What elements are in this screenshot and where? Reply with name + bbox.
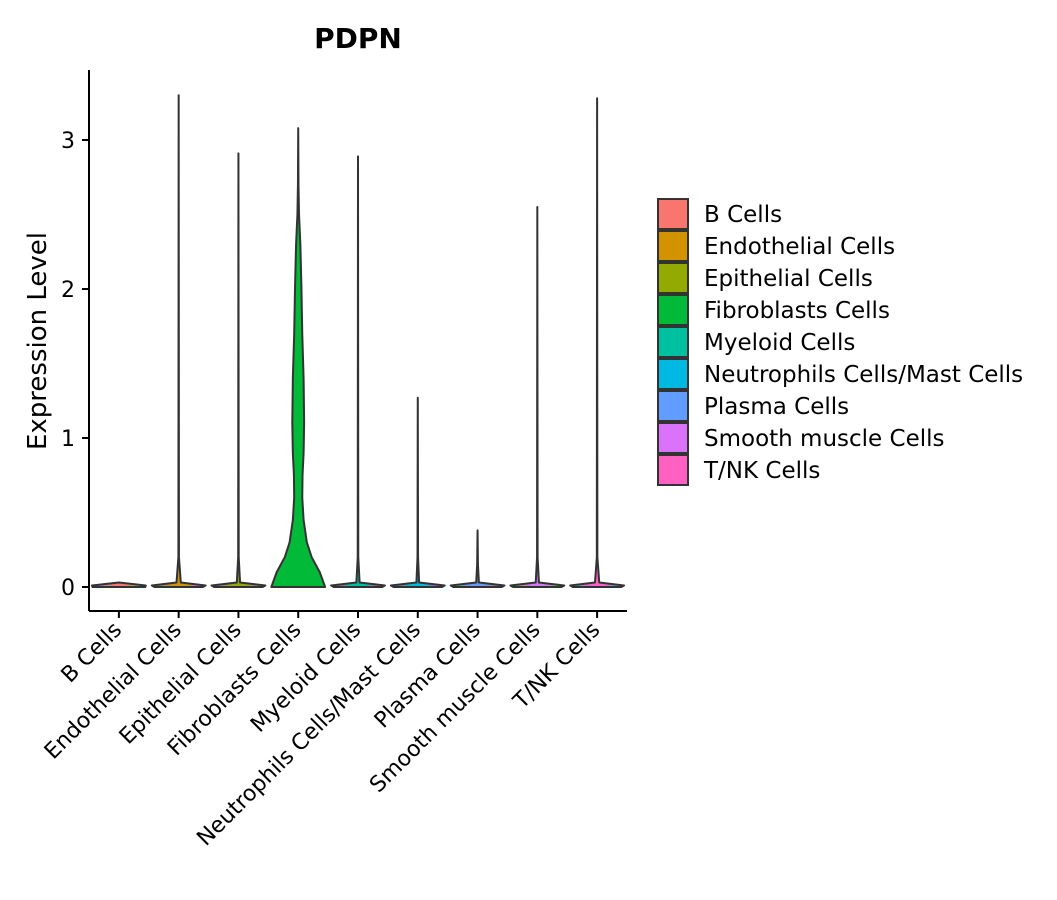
legend-swatch bbox=[657, 326, 689, 358]
y-axis-label: Expression Level bbox=[23, 232, 53, 450]
legend-label: Fibroblasts Cells bbox=[704, 298, 890, 324]
violin-plasma-cells bbox=[449, 529, 506, 588]
legend-label: Plasma Cells bbox=[704, 394, 849, 420]
legend-swatch bbox=[657, 262, 689, 294]
y-tick-label: 0 bbox=[61, 576, 75, 601]
legend: B Cells Endothelial Cells Epithelial Cells… bbox=[657, 198, 1023, 486]
x-tick-label: Plasma Cells bbox=[370, 618, 486, 734]
y-tick-label: 1 bbox=[61, 427, 75, 452]
legend-label: T/NK Cells bbox=[703, 458, 820, 484]
violin-epithelial-cells bbox=[210, 152, 267, 588]
legend-label: Myeloid Cells bbox=[704, 330, 855, 356]
violin-myeloid-cells bbox=[330, 155, 386, 588]
y-tick-label: 2 bbox=[61, 278, 75, 303]
legend-swatch bbox=[657, 230, 689, 262]
chart-title: PDPN bbox=[314, 22, 402, 55]
violin-neutrophils-cells-mast-cells bbox=[389, 396, 446, 588]
legend-swatch bbox=[657, 454, 689, 486]
legend-swatch bbox=[657, 358, 689, 390]
violin-b-cells bbox=[90, 581, 147, 588]
violin-endothelial-cells bbox=[150, 94, 207, 588]
legend-swatch bbox=[657, 390, 689, 422]
legend-swatch bbox=[657, 294, 689, 326]
violin-fibroblasts-cells bbox=[270, 127, 327, 588]
legend-label: Neutrophils Cells/Mast Cells bbox=[704, 362, 1023, 388]
legend-label: Endothelial Cells bbox=[704, 234, 895, 260]
violin-t-nk-cells bbox=[569, 97, 626, 588]
y-tick-label: 3 bbox=[61, 129, 75, 154]
legend-label: Epithelial Cells bbox=[704, 266, 873, 292]
legend-swatch bbox=[657, 422, 689, 454]
legend-label: B Cells bbox=[704, 202, 782, 228]
legend-swatch bbox=[657, 198, 689, 230]
legend-label: Smooth muscle Cells bbox=[704, 426, 945, 452]
violin-smooth-muscle-cells bbox=[509, 206, 566, 588]
